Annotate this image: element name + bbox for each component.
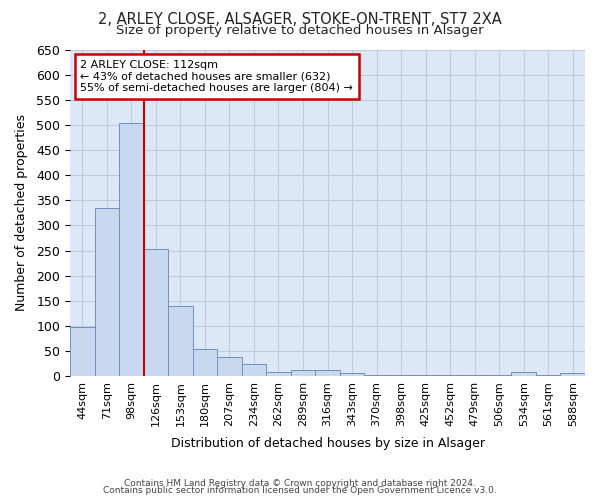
Bar [193, 350, 217, 376]
Text: 2 ARLEY CLOSE: 112sqm
← 43% of detached houses are smaller (632)
55% of semi-det: 2 ARLEY CLOSE: 112sqm ← 43% of detached … [80, 60, 353, 93]
Text: Contains public sector information licensed under the Open Government Licence v3: Contains public sector information licen… [103, 486, 497, 495]
Bar [95, 208, 119, 376]
X-axis label: Distribution of detached houses by size in Alsager: Distribution of detached houses by size … [170, 437, 485, 450]
Bar [560, 373, 585, 376]
Bar [315, 370, 340, 376]
Y-axis label: Number of detached properties: Number of detached properties [15, 114, 28, 312]
Bar [119, 122, 143, 376]
Bar [291, 370, 315, 376]
Bar [242, 364, 266, 376]
Bar [340, 374, 364, 376]
Bar [511, 372, 536, 376]
Bar [217, 357, 242, 376]
Bar [168, 306, 193, 376]
Text: Contains HM Land Registry data © Crown copyright and database right 2024.: Contains HM Land Registry data © Crown c… [124, 478, 476, 488]
Bar [70, 327, 95, 376]
Text: 2, ARLEY CLOSE, ALSAGER, STOKE-ON-TRENT, ST7 2XA: 2, ARLEY CLOSE, ALSAGER, STOKE-ON-TRENT,… [98, 12, 502, 28]
Bar [266, 372, 291, 376]
Text: Size of property relative to detached houses in Alsager: Size of property relative to detached ho… [116, 24, 484, 37]
Bar [143, 248, 168, 376]
